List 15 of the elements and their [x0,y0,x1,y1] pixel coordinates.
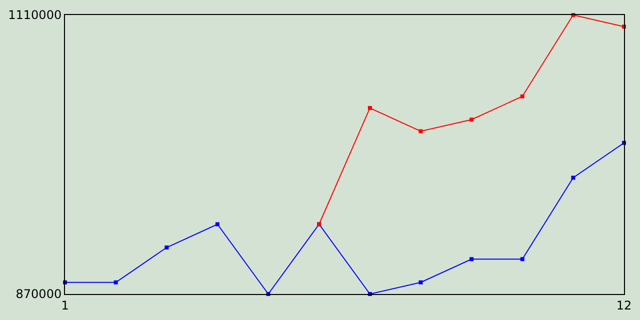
x-tick-label: 1 [61,298,69,312]
y-tick-label: 1110000 [8,8,62,22]
point [520,257,524,262]
point [368,106,372,110]
point [164,246,169,250]
point [418,129,423,134]
point [114,280,118,284]
x-tick-label: 12 [616,298,632,312]
point [418,280,423,284]
point [470,257,474,262]
point [215,222,220,226]
point [571,176,576,180]
y-tick-label: 870000 [16,287,62,302]
point [470,118,474,122]
point [520,94,524,98]
